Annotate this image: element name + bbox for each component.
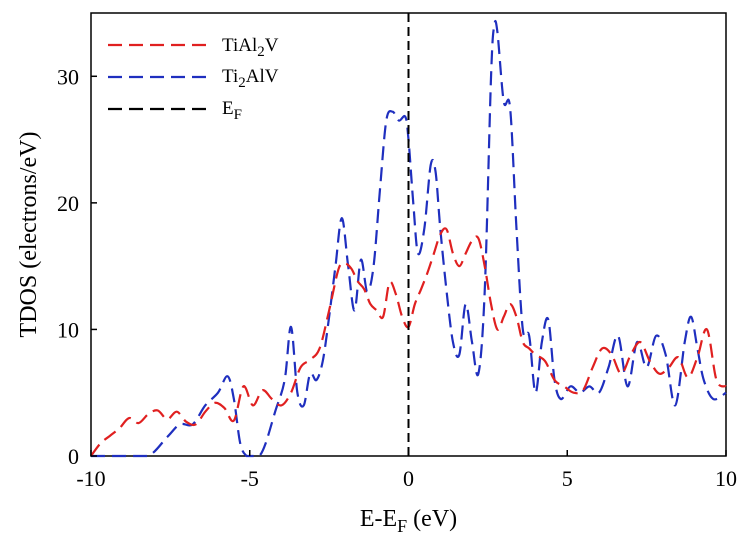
series-line-tial2v [90,227,727,457]
y-tick-label: 0 [68,444,79,469]
legend-label-fermi: EF [222,98,242,123]
x-tick-label: 5 [562,466,573,491]
x-tick-label: -10 [76,466,105,491]
series-layer [90,19,727,458]
legend-label-ti2alv: Ti2AlV [222,66,279,91]
plot-frame [90,12,727,457]
x-tick-label: -5 [241,466,259,491]
x-tick-label: 10 [715,466,737,491]
x-tick-label: 0 [403,466,414,491]
y-tick-label: 30 [57,64,79,89]
y-ticks: 0 10 20 30 [57,64,97,469]
legend: TiAl2V Ti2AlV EF [108,35,279,123]
x-ticks: -10 -5 0 5 10 [76,450,737,491]
x-axis-label: E-EF (eV) [360,506,457,536]
y-tick-label: 20 [57,191,79,216]
y-axis-label: TDOS (electrons/eV) [16,132,42,338]
legend-label-tial2v: TiAl2V [222,35,279,60]
y-tick-label: 10 [57,317,79,342]
series-line-ti2alv [91,19,727,458]
